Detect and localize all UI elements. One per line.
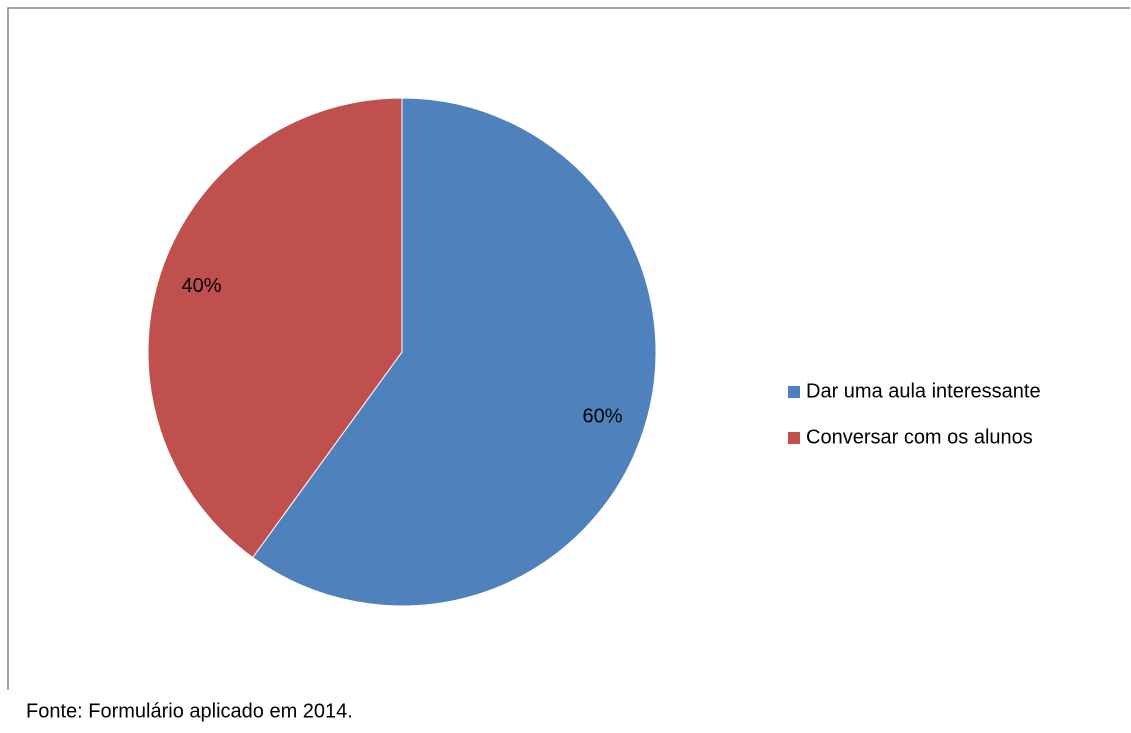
source-note: Fonte: Formulário aplicado em 2014. xyxy=(26,700,353,722)
legend-swatch xyxy=(788,386,800,398)
pie-slice xyxy=(252,97,657,607)
chart-frame xyxy=(7,7,1130,690)
legend-label: Dar uma aula interessante xyxy=(806,380,1041,402)
legend-label: Conversar com os alunos xyxy=(806,426,1033,448)
data-label: 60% xyxy=(582,405,622,427)
data-label: 40% xyxy=(181,275,221,297)
legend-swatch xyxy=(788,432,800,444)
pie-slice xyxy=(147,97,403,559)
